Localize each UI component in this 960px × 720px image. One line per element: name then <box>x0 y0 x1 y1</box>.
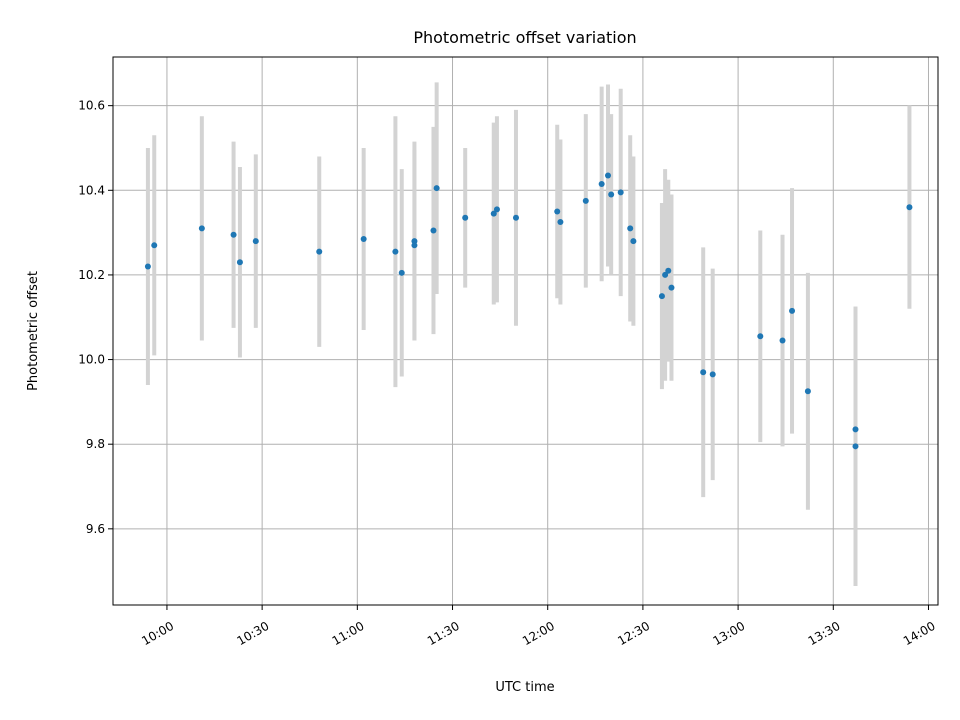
data-point <box>804 388 811 395</box>
data-point <box>658 293 665 300</box>
data-point <box>252 238 259 245</box>
x-axis-label: UTC time <box>495 680 554 695</box>
data-point <box>230 231 237 238</box>
data-point <box>582 197 589 204</box>
data-points <box>144 172 913 450</box>
data-point <box>398 269 405 276</box>
data-point <box>462 214 469 221</box>
data-point <box>605 172 611 179</box>
data-point <box>789 307 796 314</box>
data-point <box>198 225 205 232</box>
data-point <box>236 259 243 266</box>
plot-frame <box>112 56 939 606</box>
data-point <box>662 271 669 278</box>
data-point <box>757 333 764 340</box>
y-tick-label: 10.2 <box>78 268 105 282</box>
data-point <box>630 238 637 245</box>
y-tick-label: 10.4 <box>78 183 105 197</box>
data-point <box>557 219 564 226</box>
grid <box>113 57 938 605</box>
data-point <box>430 227 437 234</box>
data-point <box>411 242 418 249</box>
y-tick-label: 10.0 <box>78 353 105 367</box>
data-point <box>598 180 605 187</box>
y-axis-label: Photometric offset <box>26 271 41 391</box>
data-point <box>151 242 158 249</box>
data-point <box>668 284 675 291</box>
data-point <box>906 204 913 211</box>
data-point <box>665 267 672 274</box>
data-point <box>360 235 367 242</box>
data-point <box>411 238 418 245</box>
data-point <box>852 443 859 450</box>
y-axis: 9.6 9.8 10.0 10.2 10.4 10.6 <box>78 99 113 536</box>
data-point <box>852 426 859 433</box>
chart-title: Photometric offset variation <box>413 28 636 47</box>
data-point <box>493 206 500 213</box>
data-point <box>554 208 561 215</box>
y-tick-label: 10.6 <box>78 99 105 113</box>
data-point <box>700 369 707 376</box>
data-point <box>608 191 615 198</box>
data-point <box>392 248 399 255</box>
data-point <box>709 371 716 378</box>
data-point <box>627 225 634 232</box>
data-point <box>512 214 519 221</box>
y-tick-label: 9.6 <box>86 522 105 536</box>
data-point <box>144 263 151 270</box>
data-point <box>433 185 440 192</box>
data-point <box>316 248 323 255</box>
y-tick-label: 9.8 <box>86 437 105 451</box>
data-point <box>617 189 624 196</box>
data-point <box>490 210 497 217</box>
data-point <box>779 337 786 344</box>
